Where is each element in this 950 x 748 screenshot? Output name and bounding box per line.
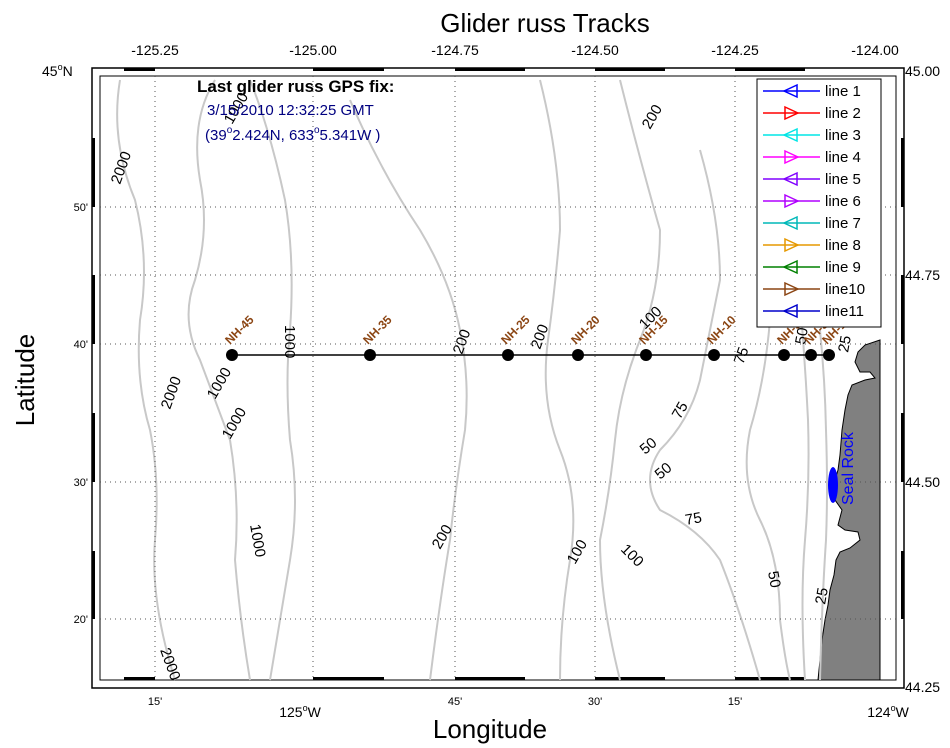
right-tick: 44.50: [905, 474, 940, 490]
top-axis-ticks: -125.25 -125.00 -124.75 -124.50 -124.25 …: [131, 42, 899, 58]
bathymetry-contours: [116, 79, 828, 681]
legend-label: line11: [825, 303, 864, 320]
legend-item-line10: line10: [763, 281, 865, 298]
contour-label-1000: 1000: [246, 523, 269, 559]
legend-item-line11: line11: [763, 303, 864, 320]
top-tick: -124.00: [851, 42, 899, 58]
legend-label: line 6: [825, 193, 861, 210]
gps-fix-panel: Last glider russ GPS fix: 3/15/2010 12:3…: [197, 77, 394, 144]
contour-label-75: 75: [684, 509, 703, 529]
bottom-tick-major: 124oW: [867, 703, 909, 720]
legend-label: line 9: [825, 259, 861, 276]
contour-label-1000: 1000: [281, 325, 298, 358]
contour-label-75: 75: [669, 399, 692, 422]
grid-lines: [100, 76, 896, 680]
x-axis-label: Longitude: [433, 714, 547, 744]
legend-label: line 1: [825, 83, 861, 100]
place-label: Seal Rock: [840, 431, 857, 505]
bottom-tick: 45': [448, 696, 462, 708]
left-tick: 30': [74, 477, 88, 489]
y-axis-label: Latitude: [10, 334, 40, 427]
legend-item-line1: line 1: [763, 83, 861, 100]
contour-label-50: 50: [792, 326, 812, 345]
bottom-tick: 15': [728, 696, 742, 708]
legend-label: line 5: [825, 171, 861, 188]
gps-fix-heading: Last glider russ GPS fix:: [197, 77, 394, 96]
gps-fix-time: 3/15/2010 12:32:25 GMT: [207, 102, 374, 119]
right-tick: 44.75: [905, 267, 940, 283]
bottom-axis-ticks: 15' 125oW 45' 30' 15' 124oW: [148, 696, 910, 720]
legend-item-line4: line 4: [763, 149, 861, 166]
legend-item-line8: line 8: [763, 237, 861, 254]
left-tick: 40': [74, 339, 88, 351]
legend-label: line 8: [825, 237, 861, 254]
bottom-tick: 15': [148, 696, 162, 708]
left-tick: 20': [74, 614, 88, 626]
coastline-land: [817, 339, 881, 681]
top-tick: -125.25: [131, 42, 179, 58]
legend-item-line9: line 9: [763, 259, 861, 276]
legend-item-line2: line 2: [763, 105, 861, 122]
legend-box: [756, 78, 882, 328]
legend: line 1 line 2 line 3 line 4 line 5 line 6 line…: [756, 78, 882, 328]
right-tick: 45.00: [905, 63, 940, 79]
legend-item-line6: line 6: [763, 193, 861, 210]
left-tick-top: 45oN: [42, 62, 73, 79]
legend-label: line 2: [825, 105, 861, 122]
top-tick: -124.50: [571, 42, 619, 58]
top-tick: -124.25: [711, 42, 759, 58]
right-tick: 44.25: [905, 679, 940, 695]
frame-checker: [92, 68, 904, 680]
legend-item-line7: line 7: [763, 215, 861, 232]
contour-label-50: 50: [764, 570, 784, 589]
legend-item-line3: line 3: [763, 127, 861, 144]
bottom-tick-major: 125oW: [279, 703, 321, 720]
contour-label-25: 25: [812, 586, 832, 605]
top-tick: -124.75: [431, 42, 479, 58]
left-tick: 50': [74, 202, 88, 214]
legend-label: line 4: [825, 149, 861, 166]
legend-label: line 3: [825, 127, 861, 144]
map-title: Glider russ Tracks: [440, 8, 650, 38]
gps-fix-position: (39o2.424N, 633o5.341W ): [205, 125, 380, 144]
right-axis-ticks: 45.00 44.75 44.50 44.25: [905, 63, 940, 695]
legend-label: line 7: [825, 215, 861, 232]
bottom-tick: 30': [588, 696, 602, 708]
top-tick: -125.00: [289, 42, 337, 58]
seal-rock-marker: Seal Rock: [828, 431, 857, 505]
legend-label: line10: [825, 281, 865, 298]
legend-item-line5: line 5: [763, 171, 861, 188]
left-axis-ticks: 45oN 50' 40' 30' 20': [42, 62, 88, 626]
